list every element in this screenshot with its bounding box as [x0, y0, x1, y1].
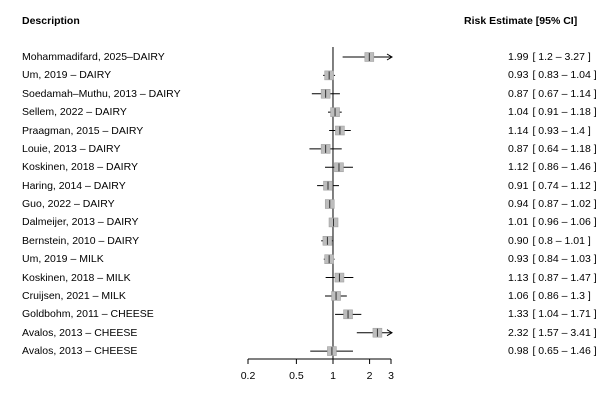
confidence-interval: [ 0.91 – 1.18 ] — [532, 106, 597, 119]
confidence-interval: [ 0.65 – 1.46 ] — [532, 345, 597, 358]
study-label: Sellem, 2022 – DAIRY — [22, 106, 127, 119]
risk-estimate-cell: 0.94[ 0.87 – 1.02 ] — [508, 198, 597, 210]
x-tick-label: 1 — [330, 370, 336, 382]
study-label: Um, 2019 – DAIRY — [22, 69, 112, 82]
confidence-interval: [ 1.57 – 3.41 ] — [532, 326, 597, 339]
estimate-value: 0.87 — [508, 142, 529, 155]
risk-estimate-cell: 1.14[ 0.93 – 1.4 ] — [508, 125, 591, 137]
risk-estimate-cell: 0.87[ 0.67 – 1.14 ] — [508, 88, 597, 100]
estimate-value: 1.06 — [508, 289, 529, 302]
confidence-interval: [ 0.74 – 1.12 ] — [532, 179, 597, 192]
confidence-interval: [ 1.2 – 3.27 ] — [532, 51, 591, 63]
confidence-interval: [ 1.04 – 1.71 ] — [532, 308, 597, 321]
x-tick-label: 3 — [388, 370, 394, 382]
estimate-value: 1.14 — [508, 124, 529, 137]
estimate-value: 1.13 — [508, 271, 529, 284]
confidence-interval: [ 0.87 – 1.47 ] — [532, 271, 597, 284]
risk-estimate-cell: 1.13[ 0.87 – 1.47 ] — [508, 272, 597, 284]
risk-estimate-cell: 1.06[ 0.86 – 1.3 ] — [508, 290, 591, 302]
confidence-interval: [ 0.96 – 1.06 ] — [532, 216, 597, 229]
risk-estimate-cell: 1.12[ 0.86 – 1.46 ] — [508, 161, 597, 173]
study-label: Um, 2019 – MILK — [22, 253, 104, 266]
study-label: Guo, 2022 – DAIRY — [22, 198, 115, 211]
risk-estimate-cell: 1.04[ 0.91 – 1.18 ] — [508, 106, 597, 118]
study-label: Avalos, 2013 – CHEESE — [22, 326, 138, 339]
risk-estimate-cell: 0.91[ 0.74 – 1.12 ] — [508, 180, 597, 192]
study-label: Bernstein, 2010 – DAIRY — [22, 234, 140, 247]
x-tick-label: 0.5 — [289, 370, 304, 382]
estimate-value: 2.32 — [508, 326, 529, 339]
risk-estimate-cell: 0.93[ 0.84 – 1.03 ] — [508, 253, 597, 265]
confidence-interval: [ 0.64 – 1.18 ] — [532, 142, 597, 155]
estimate-value: 0.91 — [508, 179, 529, 192]
study-label: Goldbohm, 2011 – CHEESE — [22, 308, 154, 321]
risk-estimate-cell: 0.90[ 0.8 – 1.01 ] — [508, 235, 591, 247]
risk-estimate-cell: 0.98[ 0.65 – 1.46 ] — [508, 345, 597, 357]
study-label: Koskinen, 2018 – MILK — [22, 271, 131, 284]
estimate-value: 1.33 — [508, 308, 529, 321]
risk-estimate-cell: 2.32[ 1.57 – 3.41 ] — [508, 327, 597, 339]
study-label: Avalos, 2013 – CHEESE — [22, 345, 138, 358]
estimate-value: 0.98 — [508, 345, 529, 358]
study-label: Koskinen, 2018 – DAIRY — [22, 161, 138, 174]
risk-estimate-cell: 0.93[ 0.83 – 1.04 ] — [508, 69, 597, 81]
study-label: Soedamah–Muthu, 2013 – DAIRY — [22, 87, 181, 100]
risk-estimate-cell: 1.01[ 0.96 – 1.06 ] — [508, 216, 597, 228]
confidence-interval: [ 0.8 – 1.01 ] — [532, 234, 591, 247]
study-label: Cruijsen, 2021 – MILK — [22, 289, 126, 302]
risk-estimate-cell: 1.99[ 1.2 – 3.27 ] — [508, 51, 591, 63]
estimate-value: 0.93 — [508, 253, 529, 266]
estimate-value: 0.90 — [508, 234, 529, 247]
estimate-value: 1.99 — [508, 51, 529, 63]
study-label: Mohammadifard, 2025–DAIRY — [22, 51, 165, 63]
confidence-interval: [ 0.84 – 1.03 ] — [532, 253, 597, 266]
study-label: Haring, 2014 – DAIRY — [22, 179, 126, 192]
risk-estimate-cell: 1.33[ 1.04 – 1.71 ] — [508, 308, 597, 320]
study-label: Praagman, 2015 – DAIRY — [22, 124, 144, 137]
estimate-value: 1.04 — [508, 106, 529, 119]
confidence-interval: [ 0.86 – 1.3 ] — [532, 289, 591, 302]
estimate-value: 0.94 — [508, 198, 529, 211]
ci-arrow — [386, 329, 393, 337]
description-header: Description — [22, 15, 80, 27]
risk-estimate-header: Risk Estimate [95% CI] — [464, 15, 578, 27]
estimate-value: 0.93 — [508, 69, 529, 82]
confidence-interval: [ 0.86 – 1.46 ] — [532, 161, 597, 174]
confidence-interval: [ 0.93 – 1.4 ] — [532, 124, 591, 137]
confidence-interval: [ 0.83 – 1.04 ] — [532, 69, 597, 82]
estimate-value: 0.87 — [508, 87, 529, 100]
confidence-interval: [ 0.67 – 1.14 ] — [532, 87, 597, 100]
x-tick-label: 0.2 — [241, 370, 256, 382]
risk-estimate-cell: 0.87[ 0.64 – 1.18 ] — [508, 143, 597, 155]
study-label: Louie, 2013 – DAIRY — [22, 142, 121, 155]
ci-arrow — [386, 53, 393, 61]
x-tick-label: 2 — [367, 370, 373, 382]
estimate-value: 1.01 — [508, 216, 529, 229]
confidence-interval: [ 0.87 – 1.02 ] — [532, 198, 597, 211]
study-label: Dalmeijer, 2013 – DAIRY — [22, 216, 139, 229]
estimate-value: 1.12 — [508, 161, 529, 174]
